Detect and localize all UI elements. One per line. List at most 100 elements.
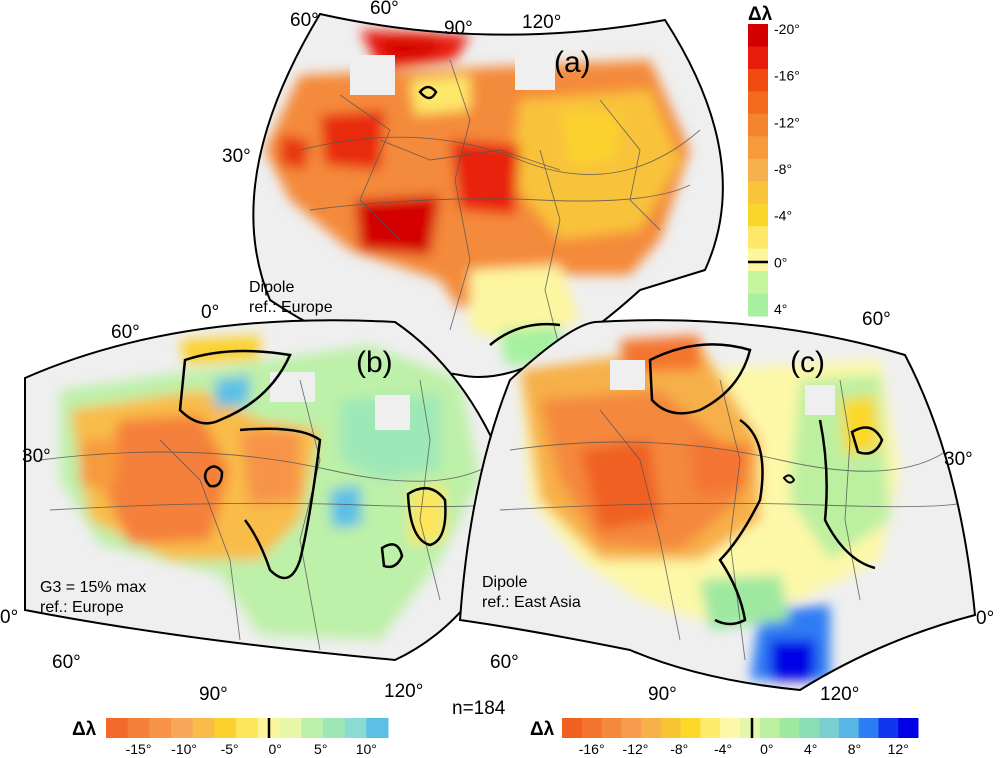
- panel-a-lat-label-60: 60°: [290, 10, 319, 31]
- colorbar-b-swatch: [192, 718, 215, 738]
- colorbar-c-tick-label: 4°: [804, 741, 817, 757]
- panel-c-lat-label-60: 60°: [862, 309, 891, 330]
- panel-b-zero-contour: [380, 543, 404, 569]
- colorbar-c-tick-label: 8°: [848, 741, 861, 757]
- colorbar-c-title: Δλ: [530, 719, 555, 740]
- panel-a-note-line2: ref.: Europe: [249, 299, 333, 316]
- colorbar-b-swatch: [344, 718, 367, 738]
- sample-count: n=184: [452, 698, 506, 719]
- colorbar-c-tick-label: -16°: [579, 741, 605, 757]
- colorbar-vertical-swatch: [748, 271, 768, 295]
- colorbar-vertical-tick-label: -4°: [774, 208, 792, 224]
- panel-c-lon-label-90: 90°: [648, 684, 677, 705]
- colorbar-vertical-labels: -20° -16° -12° -8° -4° 0° 4°: [774, 21, 800, 317]
- panel-c-no-data-patch: [610, 360, 645, 390]
- colorbar-b-swatch: [236, 718, 259, 738]
- panel-c-zero-contour: [648, 343, 752, 415]
- panel-a-lat-label-30: 30°: [222, 146, 251, 167]
- colorbar-vertical-swatch: [748, 226, 768, 250]
- colorbar-b-swatches: [106, 718, 389, 738]
- colorbar-c-swatch: [720, 718, 741, 738]
- colorbar-b-swatch: [279, 718, 302, 738]
- colorbar-vertical-tick-label: 0°: [774, 254, 787, 270]
- panel-b-lon-label-90: 90°: [199, 684, 228, 705]
- colorbar-vertical-swatches: [748, 24, 768, 317]
- panel-b-no-data-patch: [25, 500, 65, 620]
- panel-c-no-data-patch: [805, 385, 835, 415]
- colorbar-c-swatch: [581, 718, 603, 738]
- panel-c-zero-contour: [782, 474, 796, 484]
- colorbar-c-swatch: [759, 718, 781, 738]
- colorbar-c-swatch: [740, 718, 761, 738]
- colorbar-b-tick-label: -10°: [171, 741, 197, 757]
- colorbar-b-swatch: [106, 718, 129, 738]
- colorbar-vertical-title: Δλ: [748, 4, 773, 25]
- colorbar-vertical-swatch: [748, 24, 768, 47]
- colorbar-c-swatch: [799, 718, 820, 738]
- colorbar-c-swatch: [562, 718, 583, 738]
- colorbar-b-swatch: [171, 718, 194, 738]
- map-panel-b: (b) 60° 30° 0° 60° 90° 120° G3 = 15% max…: [0, 319, 522, 705]
- colorbar-c-tick-label: 12°: [888, 741, 909, 757]
- panel-c-lon-label-120: 120°: [820, 684, 859, 705]
- colorbar-c-swatch: [898, 718, 919, 738]
- panel-b-zero-contour: [178, 349, 292, 425]
- panel-b-no-data-patch: [375, 395, 410, 430]
- colorbar-vertical-swatch: [748, 203, 768, 227]
- panel-a-no-data-patch: [350, 55, 395, 95]
- panel-a-lon-label-120: 120°: [522, 12, 561, 33]
- panel-c-note-line2: ref.: East Asia: [482, 594, 581, 611]
- panel-b-tag: (b): [356, 346, 393, 379]
- colorbar-vertical-swatch: [748, 293, 768, 317]
- colorbar-vertical-swatch: [748, 91, 768, 115]
- colorbar-c-swatch: [621, 718, 642, 738]
- colorbar-b-swatch: [214, 718, 237, 738]
- panel-b-note-line2: ref.: Europe: [40, 599, 124, 616]
- colorbar-b-tick-label: -15°: [126, 741, 152, 757]
- panel-c-note-line1: Dipole: [482, 574, 527, 591]
- panel-b-lon-label-60: 60°: [52, 652, 81, 673]
- panel-b-lat-label-0: 0°: [0, 607, 18, 628]
- colorbar-vertical-swatch: [748, 68, 768, 92]
- colorbar-c-swatch: [601, 718, 622, 738]
- panel-a-zero-contour: [489, 323, 561, 346]
- colorbar-c-swatch: [858, 718, 879, 738]
- colorbar-c-swatches: [562, 718, 919, 738]
- panel-c-lat-label-30: 30°: [944, 449, 973, 470]
- panel-b-lat-label-60: 60°: [111, 322, 140, 343]
- colorbar-c-tick-label: -12°: [623, 741, 649, 757]
- panel-a-lat-label-0: 0°: [201, 302, 219, 323]
- colorbar-c-swatch: [838, 718, 860, 738]
- panel-a-lon-label-60: 60°: [370, 0, 399, 19]
- panel-b-heatmap: [25, 335, 511, 651]
- panel-a-lon-label-90: 90°: [444, 18, 473, 39]
- colorbar-b-tick-label: 10°: [356, 741, 377, 757]
- colorbar-c-swatch: [819, 718, 840, 738]
- colorbar-c-tick-label: 0°: [760, 741, 773, 757]
- panel-b-note-line1: G3 = 15% max: [40, 579, 146, 596]
- colorbar-c-tick-label: -4°: [714, 741, 732, 757]
- panel-b-zero-contour: [203, 465, 224, 488]
- colorbar-vertical-swatch: [748, 181, 768, 205]
- panel-c-lon-label-60: 60°: [490, 652, 519, 673]
- panel-a-tag: (a): [554, 46, 591, 79]
- colorbar-c-swatch: [700, 718, 721, 738]
- colorbar-vertical-swatch: [748, 248, 768, 272]
- panel-a-zero-contour: [418, 85, 438, 100]
- panel-a-heatmap: [265, 30, 701, 365]
- colorbar-vertical-tick-label: -8°: [774, 161, 792, 177]
- colorbar-vertical-tick-label: -12°: [774, 114, 800, 130]
- colorbar-b-labels: -15° -10° -5° 0° 5° 10°: [126, 741, 377, 757]
- panel-a-note-line1: Dipole: [249, 279, 294, 296]
- colorbar-vertical-swatch: [748, 46, 768, 70]
- panel-c-zero-contour: [850, 426, 884, 455]
- colorbar-b: Δλ -15° -10° -5° 0° 5° 10°: [72, 718, 389, 757]
- colorbar-c-swatch: [878, 718, 899, 738]
- panel-c-zero-contour: [818, 419, 876, 570]
- colorbar-b-swatch: [322, 718, 346, 738]
- panel-c-tag: (c): [790, 346, 825, 379]
- colorbar-vertical-tick-label: 4°: [774, 301, 787, 317]
- colorbar-vertical-tick-label: -20°: [774, 21, 800, 37]
- colorbar-c-tick-label: -8°: [670, 741, 688, 757]
